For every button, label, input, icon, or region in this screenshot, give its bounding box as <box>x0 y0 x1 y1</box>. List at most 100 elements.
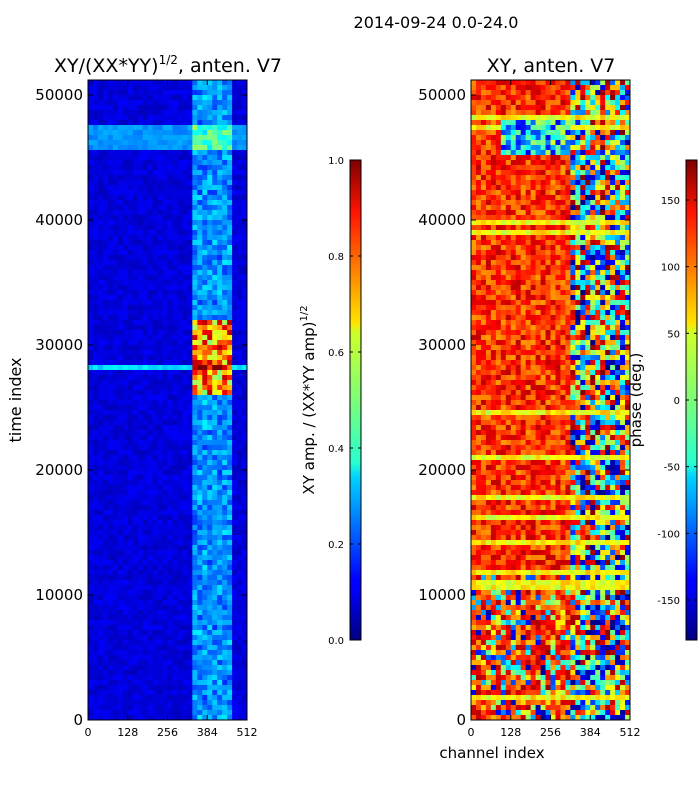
phase-cell <box>590 170 596 176</box>
amplitude-cell <box>172 445 178 451</box>
phase-cell <box>620 205 626 211</box>
amplitude-cell <box>127 375 134 381</box>
amplitude-cell <box>112 575 119 581</box>
amplitude-cell <box>197 270 203 276</box>
amplitude-cell <box>122 440 129 446</box>
phase-cell <box>480 185 487 191</box>
phase-cell <box>620 155 626 161</box>
amplitude-cell <box>187 695 193 701</box>
amplitude-cell <box>167 320 173 326</box>
amplitude-cell <box>212 325 218 331</box>
amplitude-cell <box>242 610 247 616</box>
amplitude-cell <box>232 295 238 301</box>
amplitude-cell <box>212 555 218 561</box>
phase-cell <box>620 125 626 131</box>
amplitude-cell <box>112 210 119 216</box>
amplitude-cell <box>137 700 144 706</box>
amplitude-cell <box>192 655 198 661</box>
amplitude-cell <box>132 120 139 126</box>
amplitude-cell <box>217 535 223 541</box>
phase-cell <box>475 165 482 171</box>
amplitude-cell <box>92 380 99 386</box>
amplitude-cell <box>207 265 213 271</box>
amplitude-cell <box>237 605 243 611</box>
y-tick-label-amp: 40000 <box>35 211 83 229</box>
phase-cell <box>585 80 591 86</box>
amplitude-cell <box>207 700 213 706</box>
amplitude-cell <box>197 110 203 116</box>
amplitude-cell <box>132 340 139 346</box>
phase-cell <box>620 80 626 86</box>
amplitude-cell <box>107 170 114 176</box>
amplitude-cell <box>192 495 198 501</box>
amplitude-cell <box>92 540 99 546</box>
amplitude-cell <box>197 115 203 121</box>
phase-cell <box>520 185 527 191</box>
amplitude-cell <box>162 495 168 501</box>
amplitude-cell <box>132 140 139 146</box>
amplitude-cell <box>192 345 198 351</box>
amplitude-cell <box>97 525 104 531</box>
amplitude-cell <box>117 510 124 516</box>
amplitude-cell <box>152 145 159 151</box>
amplitude-cell <box>222 200 228 206</box>
amplitude-cell <box>162 360 168 366</box>
amplitude-cell <box>232 180 238 186</box>
amplitude-cell <box>237 265 243 271</box>
amplitude-cell <box>152 175 159 181</box>
amplitude-cell <box>197 660 203 666</box>
amplitude-cell <box>207 235 213 241</box>
amplitude-cell <box>222 340 228 346</box>
amplitude-cell <box>137 285 144 291</box>
phase-cell <box>500 115 507 121</box>
amplitude-cell <box>207 335 213 341</box>
amplitude-cell <box>197 185 203 191</box>
amplitude-cell <box>157 290 164 296</box>
amplitude-cell <box>212 250 218 256</box>
phase-cell <box>490 100 497 106</box>
amplitude-cell <box>227 110 233 116</box>
amplitude-cell <box>162 165 168 171</box>
amplitude-cell <box>117 290 124 296</box>
phase-cell <box>605 110 611 116</box>
amplitude-cell <box>167 305 173 311</box>
amplitude-cell <box>132 435 139 441</box>
amplitude-cell <box>102 545 109 551</box>
amplitude-cell <box>157 335 164 341</box>
amplitude-cell <box>102 160 109 166</box>
amplitude-cell <box>237 340 243 346</box>
amplitude-cell <box>117 495 124 501</box>
amplitude-cell <box>92 465 99 471</box>
amplitude-cell <box>107 290 114 296</box>
amplitude-cell <box>102 340 109 346</box>
amplitude-cell <box>227 610 233 616</box>
amplitude-cell <box>227 705 233 711</box>
amplitude-cell <box>212 540 218 546</box>
amplitude-cell <box>107 80 114 86</box>
amplitude-cell <box>167 115 173 121</box>
amplitude-cell <box>117 345 124 351</box>
amplitude-cell <box>197 175 203 181</box>
amplitude-cell <box>232 530 238 536</box>
amplitude-cell <box>237 600 243 606</box>
amplitude-cell <box>107 475 114 481</box>
amplitude-cell <box>162 150 168 156</box>
amplitude-cell <box>167 430 173 436</box>
phase-cell <box>515 100 522 106</box>
phase-cell <box>471 85 477 91</box>
amplitude-cell <box>232 655 238 661</box>
phase-cell <box>535 175 542 181</box>
amplitude-cell <box>187 310 193 316</box>
amplitude-cell <box>157 530 164 536</box>
amplitude-cell <box>172 230 178 236</box>
amplitude-cell <box>242 670 247 676</box>
amplitude-cell <box>232 270 238 276</box>
amplitude-cell <box>177 495 183 501</box>
phase-cell <box>605 85 611 91</box>
amplitude-cell <box>237 645 243 651</box>
phase-cell <box>545 90 551 96</box>
phase-cell <box>570 80 576 86</box>
amplitude-cell <box>152 135 159 141</box>
amplitude-cell <box>152 480 159 486</box>
amplitude-cell <box>177 190 183 196</box>
